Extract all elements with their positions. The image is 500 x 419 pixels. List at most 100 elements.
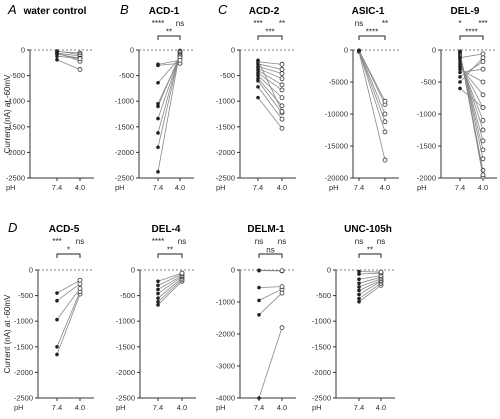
paired-line bbox=[358, 285, 382, 303]
point-ph-7-4 bbox=[156, 291, 160, 296]
point-ph-7-4 bbox=[458, 64, 462, 69]
x-tick-label: 4.0 bbox=[277, 183, 287, 192]
point-ph-7-4 bbox=[458, 59, 462, 64]
significance-vs-zero: *** bbox=[52, 237, 61, 246]
paired-line bbox=[258, 292, 283, 316]
point-ph-7-4 bbox=[156, 303, 160, 307]
significance-paired: ** bbox=[167, 246, 173, 255]
point-ph-7-4 bbox=[357, 272, 361, 276]
significance-bracket bbox=[258, 253, 283, 258]
paired-line bbox=[257, 63, 283, 70]
point-ph-7-4 bbox=[458, 70, 462, 75]
y-tick-label: 0 bbox=[344, 46, 348, 55]
point-ph-4-0 bbox=[480, 147, 486, 153]
point-ph-7-4 bbox=[55, 345, 59, 349]
y-tick-label: -500 bbox=[120, 291, 135, 300]
x-tick-label: 4.0 bbox=[75, 403, 85, 412]
paired-line bbox=[258, 327, 283, 399]
y-tick-label: 0 bbox=[131, 266, 135, 275]
paired-line bbox=[358, 272, 382, 275]
point-ph-7-4 bbox=[156, 279, 160, 284]
panel-letter: D bbox=[8, 220, 17, 235]
significance-vs-zero: ns bbox=[255, 237, 263, 246]
y-tick-label: -500 bbox=[10, 71, 25, 80]
point-ph-4-0 bbox=[382, 157, 388, 163]
point-ph-7-4 bbox=[256, 73, 260, 78]
point-ph-4-0 bbox=[480, 92, 486, 98]
point-ph-4-0 bbox=[279, 284, 285, 290]
point-ph-7-4 bbox=[458, 80, 462, 84]
x-tick-label: 7.4 bbox=[153, 183, 163, 192]
point-ph-7-4 bbox=[257, 313, 261, 317]
point-ph-4-0 bbox=[279, 95, 285, 101]
point-ph-4-0 bbox=[480, 127, 486, 133]
point-ph-7-4 bbox=[458, 86, 462, 91]
paired-line bbox=[358, 276, 382, 284]
point-ph-4-0 bbox=[480, 172, 486, 178]
paired-line bbox=[257, 97, 283, 129]
paired-line bbox=[157, 272, 183, 282]
point-ph-7-4 bbox=[256, 58, 260, 63]
point-ph-4-0 bbox=[279, 76, 285, 82]
point-ph-7-4 bbox=[357, 269, 361, 274]
significance-paired: **** bbox=[465, 28, 477, 37]
paired-line bbox=[459, 51, 484, 175]
significance-bracket bbox=[157, 253, 183, 258]
significance-vs-zero: ns bbox=[355, 237, 363, 246]
paired-line bbox=[258, 288, 283, 301]
y-tick-label: -1500 bbox=[6, 122, 25, 131]
y-tick-label: -2000 bbox=[14, 368, 33, 377]
paired-line bbox=[358, 271, 382, 273]
y-tick-label: -3000 bbox=[216, 362, 235, 371]
paired-line bbox=[358, 50, 386, 102]
point-ph-4-0 bbox=[480, 55, 486, 61]
paired-line bbox=[257, 72, 283, 91]
y-tick-label: -1000 bbox=[216, 97, 235, 106]
paired-line bbox=[358, 280, 382, 295]
y-tick-label: -1500 bbox=[216, 122, 235, 131]
point-ph-7-4 bbox=[357, 281, 361, 286]
y-tick-label: -500 bbox=[220, 71, 235, 80]
x-tick-label: 4.0 bbox=[380, 183, 390, 192]
paired-line bbox=[157, 62, 181, 66]
y-tick-label: 0 bbox=[231, 266, 235, 275]
x-tick-label: 4.0 bbox=[75, 183, 85, 192]
point-ph-7-4 bbox=[256, 64, 260, 69]
point-ph-7-4 bbox=[257, 285, 261, 290]
y-tick-label: -1500 bbox=[14, 342, 33, 351]
point-ph-4-0 bbox=[279, 67, 285, 72]
significance-vs-zero: ** bbox=[382, 19, 388, 28]
panel-title: DEL-4 bbox=[152, 224, 181, 235]
significance-bracket bbox=[358, 253, 382, 258]
point-ph-7-4 bbox=[357, 292, 361, 297]
y-tick-label: -1500 bbox=[116, 342, 135, 351]
point-ph-4-0 bbox=[179, 270, 185, 276]
y-tick-label: 0 bbox=[130, 46, 134, 55]
y-tick-label: 0 bbox=[29, 266, 33, 275]
significance-vs-zero: * bbox=[458, 19, 461, 28]
significance-vs-zero: **** bbox=[152, 19, 164, 28]
y-tick-label: -1000 bbox=[116, 317, 135, 326]
point-ph-7-4 bbox=[357, 299, 361, 304]
point-ph-7-4 bbox=[357, 296, 361, 301]
point-ph-4-0 bbox=[77, 277, 83, 283]
x-axis-name: pH bbox=[14, 403, 24, 412]
y-tick-label: -2000 bbox=[417, 174, 436, 183]
y-tick-label: -1500 bbox=[417, 142, 436, 151]
paired-line bbox=[157, 273, 183, 286]
x-axis-name: pH bbox=[6, 183, 16, 192]
point-ph-7-4 bbox=[55, 57, 59, 62]
point-ph-4-0 bbox=[480, 79, 486, 85]
point-ph-4-0 bbox=[279, 325, 285, 331]
point-ph-4-0 bbox=[177, 57, 183, 63]
x-axis-name: pH bbox=[216, 403, 226, 412]
y-tick-label: -2500 bbox=[115, 174, 134, 183]
point-ph-7-4 bbox=[156, 101, 160, 106]
panel-title: water control bbox=[23, 6, 87, 17]
point-ph-4-0 bbox=[480, 66, 486, 72]
point-ph-4-0 bbox=[77, 56, 83, 62]
y-tick-label: -4000 bbox=[216, 394, 235, 403]
